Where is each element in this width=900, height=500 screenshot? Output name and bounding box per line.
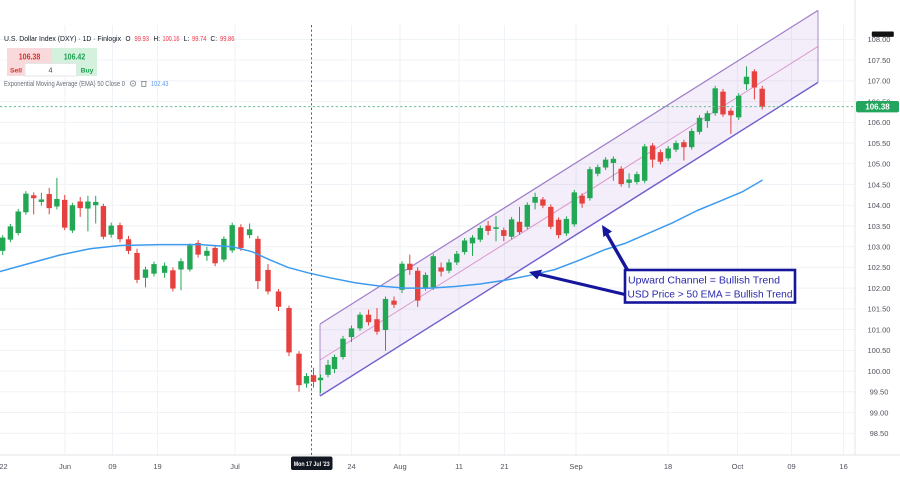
svg-text:106.38: 106.38 <box>865 102 890 111</box>
svg-text:99.50: 99.50 <box>870 388 889 397</box>
svg-text:Buy: Buy <box>81 68 94 75</box>
svg-text:103.50: 103.50 <box>868 222 891 231</box>
svg-text:105.50: 105.50 <box>868 139 891 148</box>
svg-text:Exponential Moving Average (EM: Exponential Moving Average (EMA) 50 Clos… <box>4 79 125 88</box>
svg-text:104.50: 104.50 <box>868 180 891 189</box>
svg-text:102.50: 102.50 <box>868 263 891 272</box>
svg-text:09: 09 <box>108 462 116 471</box>
svg-text:Sep: Sep <box>569 462 582 471</box>
svg-text:Jun: Jun <box>59 462 71 471</box>
svg-text:108.00: 108.00 <box>868 35 891 44</box>
svg-text:4: 4 <box>49 66 53 75</box>
svg-text:Sell: Sell <box>10 68 22 75</box>
svg-text:106.38: 106.38 <box>19 53 41 62</box>
svg-text:21: 21 <box>500 462 508 471</box>
svg-text:107.50: 107.50 <box>868 56 891 65</box>
svg-text:O: O <box>126 34 131 43</box>
svg-text:19: 19 <box>153 462 161 471</box>
svg-text:22: 22 <box>0 462 8 471</box>
svg-text:Mon 17 Jul '23: Mon 17 Jul '23 <box>294 461 330 468</box>
svg-text:99.74: 99.74 <box>192 34 207 43</box>
svg-text:L:: L: <box>184 34 190 43</box>
svg-text:16: 16 <box>839 462 847 471</box>
svg-text:11: 11 <box>455 462 463 471</box>
svg-text:100.00: 100.00 <box>868 367 891 376</box>
svg-text:U.S. Dollar Index (DXY) · 1D ·: U.S. Dollar Index (DXY) · 1D · Finlogix <box>4 34 121 43</box>
svg-text:Oct: Oct <box>732 462 745 471</box>
svg-text:24: 24 <box>347 462 355 471</box>
svg-text:Jul: Jul <box>230 462 240 471</box>
svg-text:98.50: 98.50 <box>870 429 889 438</box>
svg-text:104.00: 104.00 <box>868 201 891 210</box>
svg-text:103.00: 103.00 <box>868 243 891 252</box>
svg-text:107.00: 107.00 <box>868 77 891 86</box>
svg-text:USD Price > 50 EMA = Bullish T: USD Price > 50 EMA = Bullish Trend <box>628 289 793 301</box>
svg-text:106.42: 106.42 <box>64 53 86 62</box>
svg-text:Aug: Aug <box>393 462 406 471</box>
svg-text:105.00: 105.00 <box>868 160 891 169</box>
svg-text:106.00: 106.00 <box>868 118 891 127</box>
svg-text:H:: H: <box>154 34 161 43</box>
svg-text:102.43: 102.43 <box>151 79 169 88</box>
svg-text:C:: C: <box>211 34 218 43</box>
svg-text:09: 09 <box>787 462 795 471</box>
svg-text:Upward Channel = Bullish Trend: Upward Channel = Bullish Trend <box>628 275 780 287</box>
svg-text:101.50: 101.50 <box>868 305 891 314</box>
svg-text:99.93: 99.93 <box>135 34 150 43</box>
svg-text:99.00: 99.00 <box>870 408 889 417</box>
svg-text:101.00: 101.00 <box>868 325 891 334</box>
svg-text:18: 18 <box>664 462 672 471</box>
svg-text:100.50: 100.50 <box>868 346 891 355</box>
svg-text:99.86: 99.86 <box>220 34 235 43</box>
svg-text:100.16: 100.16 <box>163 34 180 43</box>
svg-text:102.00: 102.00 <box>868 284 891 293</box>
